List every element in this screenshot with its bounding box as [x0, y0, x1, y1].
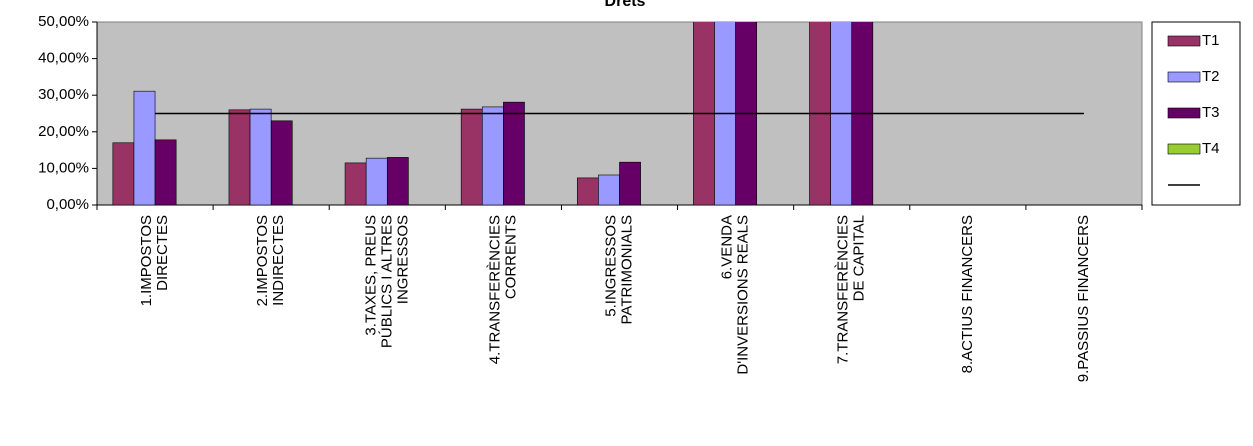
bar [365, 157, 388, 205]
bar [619, 161, 641, 205]
x-tick-label: 8.ACTIUS FINANCERS [959, 215, 976, 373]
bar [830, 22, 853, 205]
y-tick-label: 20,00% [38, 123, 89, 140]
chart-title: Drets [605, 0, 646, 10]
y-tick-label: 30,00% [38, 86, 89, 103]
legend-label: T1 [1202, 32, 1220, 49]
legend-label: T2 [1202, 68, 1220, 85]
bar [481, 106, 504, 205]
legend-swatch [1167, 71, 1201, 83]
bar [576, 177, 599, 205]
bar [270, 120, 293, 205]
x-tick-label: 7.TRANSFERÈNCIESDE CAPITAL [835, 215, 868, 364]
bar [228, 109, 251, 205]
x-tick-label: 4.TRANSFERÈNCIESCORRENTS [486, 215, 519, 364]
bar [503, 101, 525, 205]
plot-content [112, 22, 1084, 205]
bar [344, 162, 367, 205]
x-tick-label: 5.INGRESSOSPATRIMONIALS [602, 215, 635, 324]
legend-swatch [1167, 35, 1201, 47]
bar [714, 22, 736, 205]
x-tick-label: 6.VENDAD'INVERSIONS REALS [719, 215, 752, 375]
bar [112, 142, 135, 205]
bar [598, 174, 620, 205]
x-tick-label: 1.IMPOSTOSDIRECTES [138, 215, 171, 306]
y-tick-label: 0,00% [46, 196, 89, 213]
bar [386, 157, 409, 205]
legend-label: T3 [1202, 104, 1220, 121]
x-tick-label: 3.TAXES, PREUSPÚBLICS I ALTRESINGRESSOS [362, 215, 411, 348]
y-tick-label: 50,00% [38, 13, 89, 30]
legend-swatch [1167, 107, 1201, 119]
bar [851, 22, 874, 205]
x-tick-label: 2.IMPOSTOSINDIRECTES [254, 215, 287, 306]
x-tick-label: 9.PASSIUS FINANCERS [1075, 215, 1092, 382]
bar [735, 22, 758, 205]
bar [693, 22, 715, 205]
legend-swatch [1167, 143, 1201, 155]
y-tick-label: 40,00% [38, 50, 89, 67]
bar [460, 108, 483, 205]
bar [154, 139, 177, 205]
y-tick-label: 10,00% [38, 159, 89, 176]
bar [809, 22, 831, 205]
bar [133, 90, 156, 205]
bar [249, 108, 272, 205]
legend-label: T4 [1202, 140, 1220, 157]
